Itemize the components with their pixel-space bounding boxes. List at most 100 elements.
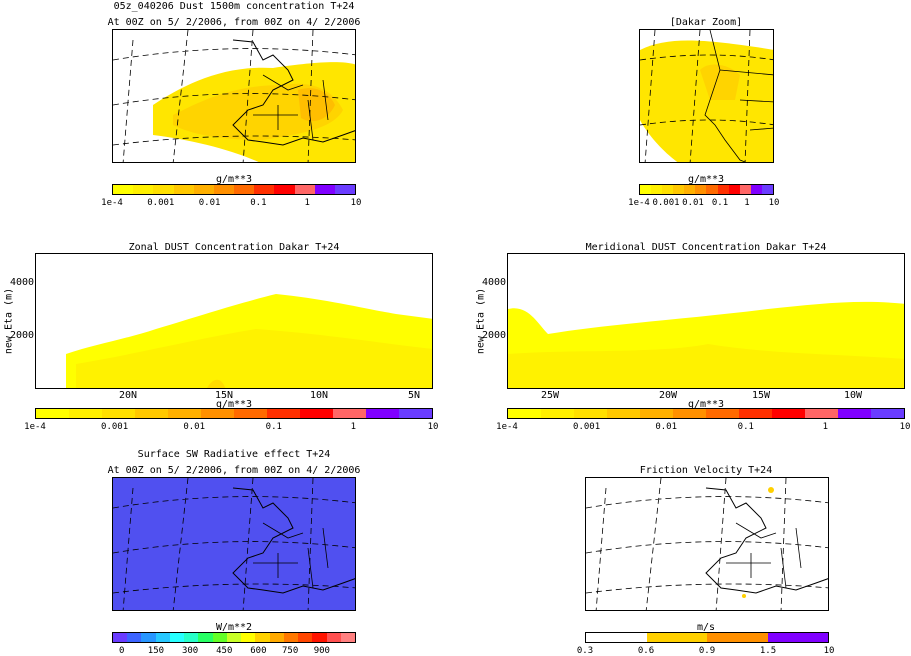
colorbar-swatch — [574, 409, 607, 418]
colorbar-swatch — [673, 409, 706, 418]
colorbar-swatch — [153, 185, 174, 194]
colorbar-swatch — [294, 185, 315, 194]
meridional-panel — [507, 253, 905, 389]
colorbar-swatch — [750, 185, 762, 194]
colorbar-swatch — [193, 185, 214, 194]
colorbar-tick-label: 10 — [823, 646, 835, 656]
colorbar-tick-label: 0.6 — [637, 646, 655, 656]
colorbar-swatch — [838, 409, 871, 418]
zonal-xtick-5n: 5N — [407, 390, 421, 401]
colorbar-swatch — [298, 633, 313, 642]
colorbar-swatch — [651, 185, 663, 194]
colorbar-swatch — [36, 409, 69, 418]
colorbar-swatch — [767, 633, 828, 642]
colorbar-tick-label: 1.5 — [759, 646, 777, 656]
colorbar-swatch — [805, 409, 838, 418]
meridional-xtick-20w: 20W — [658, 390, 678, 401]
colorbar-tick-label: 300 — [181, 646, 199, 656]
colorbar-tick-label: 10 — [768, 198, 780, 208]
map1-colorbar — [112, 184, 356, 195]
colorbar-swatch — [761, 185, 773, 194]
colorbar-swatch — [508, 409, 541, 418]
colorbar-swatch — [366, 409, 399, 418]
colorbar-tick-label: 0.1 — [711, 198, 729, 208]
colorbar-swatch — [212, 633, 227, 642]
colorbar-swatch — [706, 185, 718, 194]
colorbar-swatch — [739, 185, 751, 194]
colorbar-tick-label: 10 — [427, 422, 439, 432]
map1-panel — [112, 29, 356, 163]
meridional-xtick-10w: 10W — [843, 390, 863, 401]
colorbar-swatch — [772, 409, 805, 418]
map3-subtitle: At 00Z on 5/ 2/2006, from 00Z on 4/ 2/20… — [107, 465, 361, 476]
colorbar-swatch — [871, 409, 904, 418]
colorbar-tick-label: 0.1 — [737, 422, 754, 432]
map4-panel — [585, 477, 829, 611]
colorbar-swatch — [334, 185, 356, 194]
colorbar-tick-label: 0.001 — [101, 422, 129, 432]
colorbar-tick-label: 0.01 — [183, 422, 206, 432]
zonal-ytick-4000: 4000 — [10, 277, 35, 288]
zonal-xtick-20n: 20N — [118, 390, 138, 401]
map1-title: 05z_040206 Dust 1500m concentration T+24 — [113, 1, 355, 12]
colorbar-tick-label: 0.01 — [198, 198, 221, 208]
colorbar-swatch — [113, 185, 134, 194]
map2-colorbar — [639, 184, 774, 195]
zonal-panel — [35, 253, 433, 389]
colorbar-swatch — [706, 409, 739, 418]
colorbar-tick-label: 1 — [744, 198, 750, 208]
colorbar-swatch — [198, 633, 213, 642]
colorbar-swatch — [155, 633, 170, 642]
colorbar-swatch — [739, 409, 772, 418]
colorbar-tick-label: 750 — [281, 646, 299, 656]
colorbar-tick-label: 1 — [304, 198, 310, 208]
colorbar-swatch — [234, 185, 255, 194]
meridional-ytick-2000: 2000 — [482, 330, 507, 341]
meridional-cbar-unit: g/m**3 — [687, 399, 725, 410]
colorbar-swatch — [234, 409, 267, 418]
colorbar-swatch — [662, 185, 674, 194]
colorbar-swatch — [168, 409, 201, 418]
colorbar-swatch — [173, 185, 194, 194]
colorbar-swatch — [133, 185, 154, 194]
colorbar-tick-label: 0.001 — [573, 422, 601, 432]
meridional-ytick-4000: 4000 — [482, 277, 507, 288]
colorbar-swatch — [267, 409, 300, 418]
colorbar-tick-label: 1e-4 — [101, 198, 123, 208]
colorbar-tick-label: 10 — [899, 422, 911, 432]
colorbar-tick-label: 0.001 — [652, 198, 680, 208]
colorbar-tick-label: 0.9 — [698, 646, 716, 656]
colorbar-swatch — [69, 409, 102, 418]
colorbar-tick-label: 10 — [350, 198, 362, 208]
map2-cbar-unit: g/m**3 — [687, 174, 725, 185]
colorbar-tick-label: 0.3 — [576, 646, 594, 656]
colorbar-swatch — [314, 185, 335, 194]
colorbar-swatch — [127, 633, 142, 642]
colorbar-swatch — [283, 633, 299, 642]
colorbar-swatch — [226, 633, 242, 642]
map4-colorbar — [585, 632, 829, 643]
map4-cbar-unit: m/s — [696, 622, 716, 633]
colorbar-swatch — [586, 633, 647, 642]
meridional-ylabel: new Eta (m) — [475, 287, 487, 355]
map4-title: Friction Velocity T+24 — [639, 465, 773, 476]
colorbar-swatch — [640, 185, 652, 194]
map1-subtitle: At 00Z on 5/ 2/2006, from 00Z on 4/ 2/20… — [107, 17, 361, 28]
colorbar-tick-label: 0.1 — [250, 198, 267, 208]
colorbar-swatch — [695, 185, 707, 194]
colorbar-tick-label: 1e-4 — [496, 422, 518, 432]
colorbar-swatch — [607, 409, 640, 418]
zonal-ylabel: new Eta (m) — [3, 287, 15, 355]
colorbar-swatch — [201, 409, 234, 418]
zonal-colorbar — [35, 408, 433, 419]
colorbar-tick-label: 0.01 — [655, 422, 678, 432]
colorbar-swatch — [333, 409, 366, 418]
colorbar-swatch — [102, 409, 135, 418]
map3-panel — [112, 477, 356, 611]
colorbar-swatch — [274, 185, 295, 194]
colorbar-tick-label: 1e-4 — [24, 422, 46, 432]
colorbar-tick-label: 0 — [119, 646, 125, 656]
colorbar-swatch — [707, 633, 768, 642]
colorbar-swatch — [269, 633, 284, 642]
map3-cbar-unit: W/m**2 — [215, 622, 253, 633]
